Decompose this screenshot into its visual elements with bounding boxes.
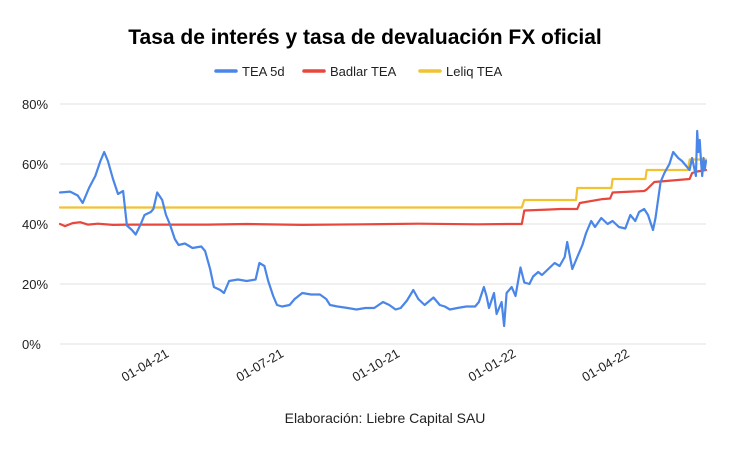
legend-label-leliq-tea: Leliq TEA (446, 64, 502, 79)
y-tick-label: 40% (22, 217, 48, 232)
x-tick-label: 01-07-21 (234, 346, 287, 385)
x-axis-label: Elaboración: Liebre Capital SAU (285, 410, 486, 426)
y-tick-label: 20% (22, 277, 48, 292)
series-line-badlar-tea (58, 168, 708, 228)
x-tick-label: 01-04-21 (119, 346, 172, 385)
legend: TEA 5d Badlar TEA Leliq TEA (214, 64, 502, 79)
y-tick-label: 80% (22, 97, 48, 112)
y-tick-label: 60% (22, 157, 48, 172)
x-tick-label: 01-04-22 (579, 346, 632, 385)
legend-label-badlar-tea: Badlar TEA (330, 64, 397, 79)
y-tick-label: 0% (22, 337, 41, 352)
series-line-leliq-tea (58, 158, 708, 209)
y-axis: 0% 20% 40% 60% 80% (22, 97, 48, 352)
legend-label-tea-5d: TEA 5d (242, 64, 285, 79)
chart-title: Tasa de interés y tasa de devaluación FX… (128, 26, 601, 49)
legend-item-tea-5d[interactable]: TEA 5d (214, 64, 285, 79)
legend-item-badlar-tea[interactable]: Badlar TEA (302, 64, 397, 79)
x-tick-label: 01-10-21 (350, 346, 403, 385)
x-tick-label: 01-01-22 (466, 346, 519, 385)
series-line-tea-5d (58, 129, 708, 328)
legend-item-leliq-tea[interactable]: Leliq TEA (418, 64, 502, 79)
plot-area (58, 129, 708, 328)
x-axis: 01-04-21 01-07-21 01-10-21 01-01-22 01-04-22 (119, 346, 632, 385)
